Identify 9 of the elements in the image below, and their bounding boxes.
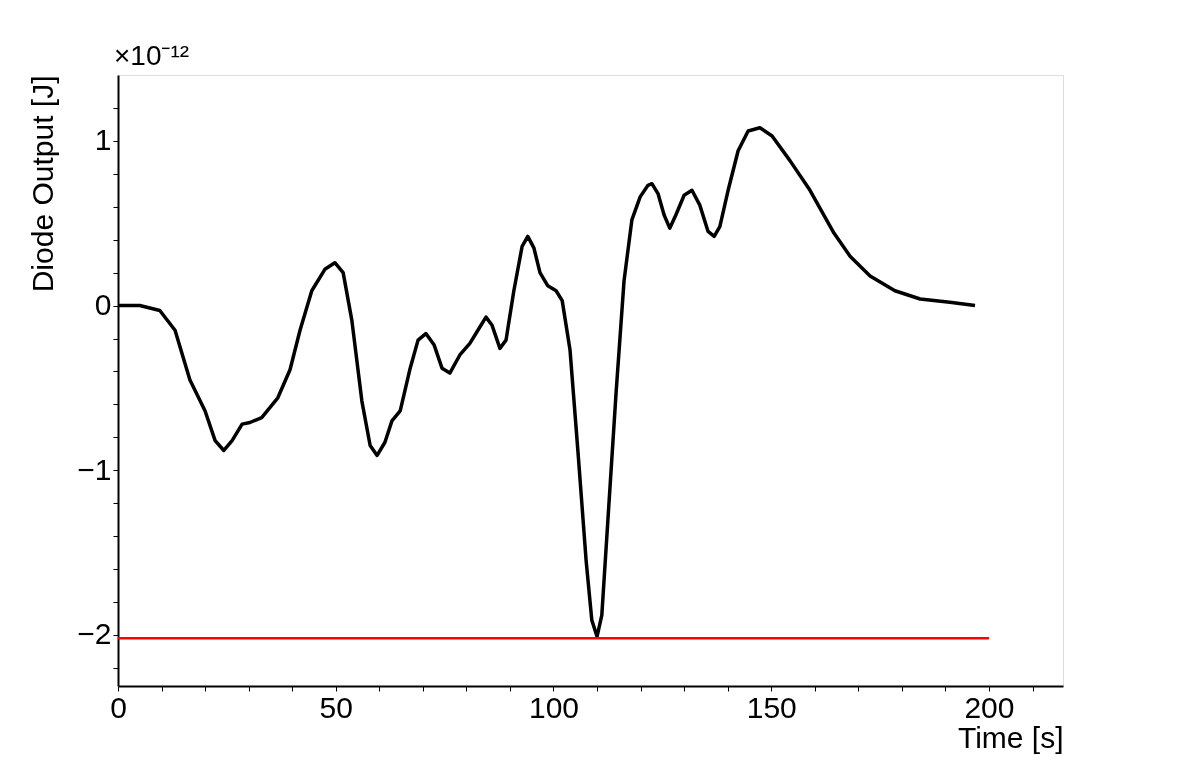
x-tick-label: 150 (746, 690, 797, 724)
y-tick-label: −1 (77, 452, 112, 486)
y-tick-label: −2 (77, 617, 112, 651)
x-tick-label: 100 (528, 690, 580, 724)
y-axis-title: Diode Output [J] (26, 75, 60, 293)
y-tick-label: 1 (94, 123, 112, 157)
y-tick-label: 0 (94, 288, 112, 322)
x-tick-label: 50 (319, 690, 353, 724)
text: ×10⁻¹² (114, 40, 190, 71)
